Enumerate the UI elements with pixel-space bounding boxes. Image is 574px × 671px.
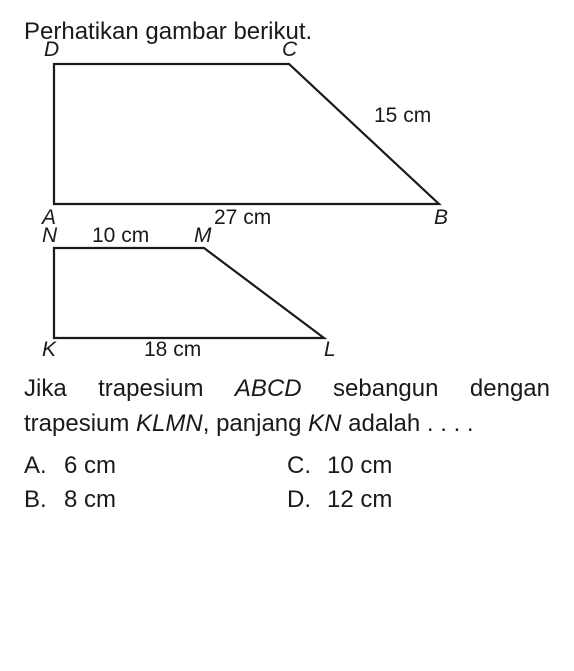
trapezoid-klmn: N 10 cm M K 18 cm L xyxy=(44,238,384,358)
measure-kl: 18 cm xyxy=(144,338,201,362)
vertex-k-label: K xyxy=(42,338,56,362)
option-a-text: 6 cm xyxy=(64,452,116,480)
option-b[interactable]: B. 8 cm xyxy=(24,486,287,514)
measure-nm: 10 cm xyxy=(92,224,149,248)
option-c-letter: C. xyxy=(287,452,313,480)
question-text: Jika trapesium ABCD sebangun dengan trap… xyxy=(24,372,550,442)
measure-cb: 15 cm xyxy=(374,104,431,128)
q-abcd: ABCD xyxy=(235,375,302,402)
trapezoid-abcd: D C A B 15 cm 27 cm xyxy=(44,54,444,234)
q-part4: adalah . . . . xyxy=(342,410,474,437)
q-part3: , panjang xyxy=(203,410,308,437)
vertex-c-label: C xyxy=(282,38,297,62)
q-part1: Jika trapesium xyxy=(24,375,235,402)
option-c-text: 10 cm xyxy=(327,452,392,480)
vertex-l-label: L xyxy=(324,338,336,362)
option-b-letter: B. xyxy=(24,486,50,514)
vertex-b-label: B xyxy=(434,206,448,230)
option-a[interactable]: A. 6 cm xyxy=(24,452,287,480)
vertex-m-label: M xyxy=(194,224,212,248)
option-d[interactable]: D. 12 cm xyxy=(287,486,550,514)
vertex-d-label: D xyxy=(44,38,59,62)
q-kn: KN xyxy=(308,410,341,437)
options-grid: A. 6 cm C. 10 cm B. 8 cm D. 12 cm xyxy=(24,452,550,514)
option-d-text: 12 cm xyxy=(327,486,392,514)
option-a-letter: A. xyxy=(24,452,50,480)
option-c[interactable]: C. 10 cm xyxy=(287,452,550,480)
q-klmn: KLMN xyxy=(136,410,203,437)
option-b-text: 8 cm xyxy=(64,486,116,514)
option-d-letter: D. xyxy=(287,486,313,514)
measure-ab: 27 cm xyxy=(214,206,271,230)
diagram-container: D C A B 15 cm 27 cm N 10 cm M K 18 cm L xyxy=(44,54,550,358)
vertex-n-label: N xyxy=(42,224,57,248)
